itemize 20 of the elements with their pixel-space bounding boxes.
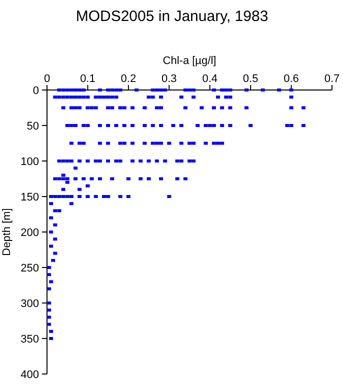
x-tick-label: 0.5 [242,73,258,85]
y-tick-label: 50 [26,120,39,132]
y-tick-label: 0 [32,85,39,97]
y-axis-title: Depth [m] [1,208,13,256]
x-tick-label: 0 [44,73,50,85]
x-tick-label: 0.7 [324,73,340,85]
y-tick-label: 300 [20,298,39,310]
y-tick-label: 400 [20,369,39,381]
x-tick-label: 0.1 [80,73,96,85]
y-tick-label: 200 [20,227,39,239]
x-tick-label: 0.3 [161,73,177,85]
chart-title: MODS2005 in January, 1983 [76,8,268,25]
y-tick-label: 150 [20,192,39,204]
x-tick-label: 0.4 [202,73,218,85]
x-tick-label: 0.2 [120,73,136,85]
x-axis-title: Chl-a [µg/l] [162,55,216,67]
y-tick-label: 350 [20,334,39,346]
y-tick-label: 100 [20,156,39,168]
y-tick-label: 250 [20,262,39,274]
x-tick-label: 0.6 [284,73,299,85]
